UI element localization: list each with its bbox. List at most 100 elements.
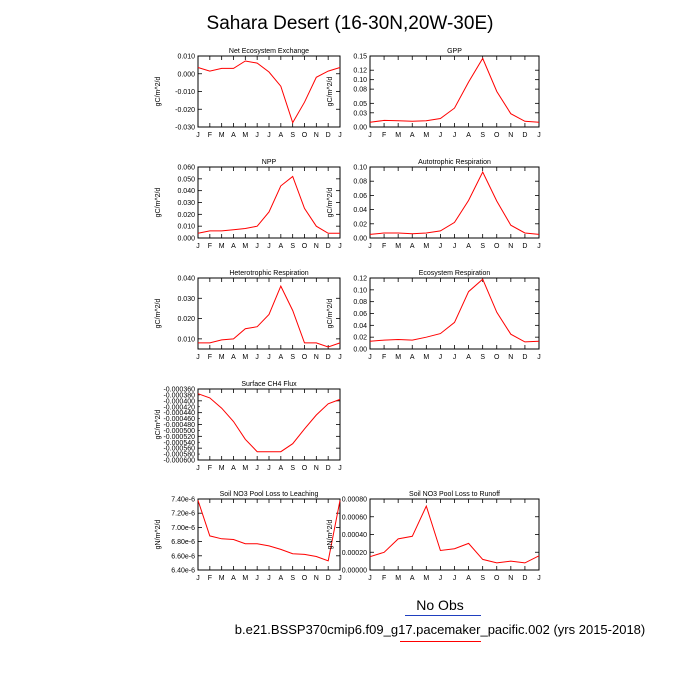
- y-tick-label: -0.020: [175, 107, 195, 114]
- x-tick-label: F: [208, 243, 212, 250]
- x-tick-label: J: [255, 575, 259, 582]
- x-tick-label: D: [522, 575, 527, 582]
- y-minor-tick-label: -0.000460: [163, 416, 195, 423]
- y-minor-tick-label: -0.000380: [163, 392, 195, 399]
- y-tick-label: 0.08: [353, 179, 367, 186]
- y-tick-label: 6.80e-6: [171, 539, 195, 546]
- x-tick-label: J: [439, 575, 443, 582]
- x-tick-label: F: [208, 354, 212, 361]
- y-axis-label: gC/m^2/d: [327, 188, 334, 218]
- x-tick-label: J: [537, 132, 541, 139]
- x-tick-label: M: [395, 243, 401, 250]
- y-tick-label: 0.030: [177, 296, 195, 303]
- y-tick-label: 0.050: [177, 176, 195, 183]
- y-tick-label: -0.000360: [163, 387, 195, 394]
- y-tick-label: 6.40e-6: [171, 568, 195, 575]
- x-tick-label: A: [466, 575, 471, 582]
- x-tick-label: J: [439, 243, 443, 250]
- y-tick-label: 7.00e-6: [171, 525, 195, 532]
- x-tick-label: A: [466, 132, 471, 139]
- panel-title: Autotrophic Respiration: [418, 159, 491, 166]
- x-tick-label: J: [368, 354, 372, 361]
- plot-frame: [197, 55, 341, 128]
- x-tick-label: D: [522, 354, 527, 361]
- x-tick-label: A: [278, 132, 283, 139]
- x-tick-label: A: [231, 465, 236, 472]
- y-tick-label: 0.000: [177, 71, 195, 78]
- x-tick-label: S: [290, 132, 295, 139]
- panel-title: Net Ecosystem Exchange: [229, 48, 309, 55]
- figure-title: Sahara Desert (16-30N,20W-30E): [206, 13, 494, 34]
- x-tick-label: A: [410, 354, 415, 361]
- y-tick-label: 6.60e-6: [171, 553, 195, 560]
- y-tick-label: 0.010: [177, 224, 195, 231]
- y-tick-label: 0.00040: [342, 532, 367, 539]
- x-tick-label: M: [219, 575, 225, 582]
- x-tick-label: N: [508, 354, 513, 361]
- legend-label: No Obs: [416, 597, 464, 613]
- series-line: [369, 278, 540, 343]
- y-minor-tick-label: -0.000420: [163, 404, 195, 411]
- y-tick-label: -0.000480: [163, 422, 195, 429]
- y-tick-label: 0.010: [177, 336, 195, 343]
- x-tick-label: A: [466, 243, 471, 250]
- x-tick-label: J: [255, 465, 259, 472]
- y-minor-tick-label: -0.000540: [163, 440, 195, 447]
- series-line: [197, 500, 341, 562]
- x-tick-label: N: [314, 575, 319, 582]
- x-tick-label: M: [423, 243, 429, 250]
- chart-panel-4: Autotrophic Respiration gC/m^2/d 0.10 0.08 0…: [327, 159, 541, 250]
- x-tick-label: N: [314, 243, 319, 250]
- x-tick-label: S: [290, 243, 295, 250]
- plot-frame: [369, 498, 540, 571]
- y-tick-label: -0.000560: [163, 446, 195, 453]
- plot-frame: [197, 498, 341, 571]
- x-tick-label: M: [395, 132, 401, 139]
- x-tick-label: D: [326, 465, 331, 472]
- x-tick-label: M: [219, 354, 225, 361]
- x-tick-label: M: [219, 243, 225, 250]
- x-tick-label: M: [219, 465, 225, 472]
- plot-frame: [369, 55, 540, 128]
- y-tick-label: 0.00080: [342, 497, 367, 504]
- x-tick-label: F: [382, 243, 386, 250]
- y-tick-label: 0.12: [353, 68, 367, 75]
- y-axis-label: gC/m^2/d: [327, 77, 334, 107]
- chart-panel-8: Soil NO3 Pool Loss to Leaching gN/m^2/d 7.…: [155, 491, 342, 582]
- x-tick-label: O: [494, 575, 500, 582]
- x-tick-label: M: [423, 354, 429, 361]
- y-axis-label: gC/m^2/d: [155, 410, 162, 440]
- x-tick-label: M: [395, 575, 401, 582]
- y-tick-label: 0.08: [353, 299, 367, 306]
- x-tick-label: O: [302, 575, 308, 582]
- panel-title: Heterotrophic Respiration: [229, 270, 308, 277]
- x-tick-label: J: [453, 243, 457, 250]
- y-tick-label: 0.10: [353, 165, 367, 172]
- y-tick-label: 0.02: [353, 335, 367, 342]
- y-tick-label: 0.04: [353, 207, 367, 214]
- x-tick-label: D: [326, 354, 331, 361]
- y-tick-label: 0.040: [177, 276, 195, 283]
- x-tick-label: N: [508, 243, 513, 250]
- x-tick-label: N: [314, 465, 319, 472]
- x-tick-label: S: [480, 243, 485, 250]
- x-tick-label: D: [326, 132, 331, 139]
- y-axis-label: gC/m^2/d: [155, 188, 162, 218]
- x-tick-label: N: [508, 132, 513, 139]
- x-tick-label: M: [242, 354, 248, 361]
- chart-panel-7: Surface CH4 Flux gC/m^2/d -0.000360 -0.0004…: [155, 381, 342, 472]
- x-tick-label: J: [453, 575, 457, 582]
- x-tick-label: J: [196, 354, 200, 361]
- legend-line-red: [400, 641, 481, 642]
- x-tick-label: O: [494, 132, 500, 139]
- x-tick-label: J: [196, 575, 200, 582]
- panel-title: NPP: [262, 159, 277, 166]
- x-tick-label: J: [196, 465, 200, 472]
- x-tick-label: O: [302, 132, 308, 139]
- x-tick-label: O: [494, 354, 500, 361]
- y-tick-label: -0.000400: [163, 398, 195, 405]
- x-tick-label: A: [231, 354, 236, 361]
- y-tick-label: 0.04: [353, 323, 367, 330]
- y-tick-label: 0.00060: [342, 514, 367, 521]
